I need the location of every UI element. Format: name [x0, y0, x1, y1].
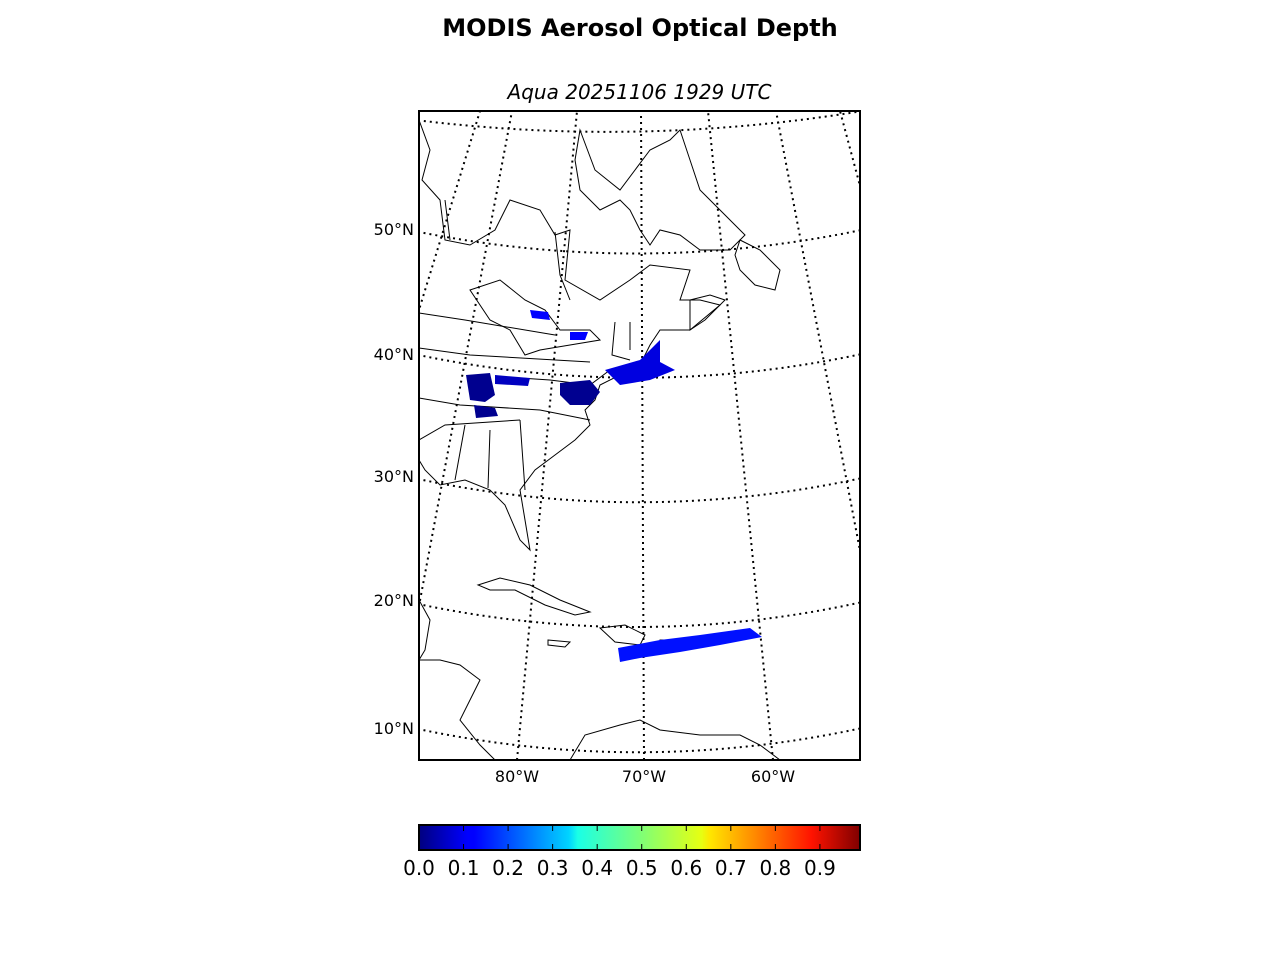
state-borders: [419, 199, 631, 491]
newfoundland: [734, 239, 781, 291]
graticule: [419, 111, 860, 760]
colorbar-tick-label: 0.6: [670, 856, 703, 880]
meridian-80w: [516, 111, 578, 760]
lat-label-50n: 50°N: [373, 220, 414, 239]
labrador-coast: [574, 128, 746, 251]
aod-region-mid-atlantic: [560, 380, 600, 405]
aod-region-new-england-offshore: [605, 340, 675, 385]
coastlines: [419, 119, 781, 760]
meridian-40w: [839, 111, 860, 190]
meridian-50w: [775, 111, 860, 556]
aod-pixels: [466, 310, 762, 662]
aod-region-caribbean: [618, 628, 762, 662]
lon-label-80w: 80°W: [494, 767, 540, 786]
colorbar-tick-label: 0.5: [625, 856, 658, 880]
colorbar-tick-label: 0.1: [447, 856, 480, 880]
colorbar: [418, 824, 861, 851]
south-america-coast: [569, 719, 781, 760]
nova-scotia: [689, 294, 726, 331]
colorbar-tick-label: 0.0: [403, 856, 435, 880]
meridian-70w: [640, 111, 645, 760]
lat-label-40n: 40°N: [373, 345, 414, 364]
north-america-coast: [419, 119, 722, 552]
chart-subtitle: Aqua 20251106 1929 UTC: [507, 80, 772, 104]
aod-region-ohio-valley-south: [474, 405, 498, 418]
aod-region-ohio-streaks: [495, 375, 530, 386]
aod-region-great-lakes: [530, 310, 550, 320]
aod-region-ohio-valley: [466, 373, 495, 402]
parallel-20n: [419, 601, 860, 628]
lon-label-60w: 60°W: [750, 767, 796, 786]
hispaniola: [598, 624, 646, 646]
meridian-60w: [707, 111, 774, 760]
great-lakes: [469, 279, 602, 356]
lat-label-20n: 20°N: [373, 591, 414, 610]
colorbar-tick-label: 0.7: [714, 856, 747, 880]
lat-label-30n: 30°N: [373, 467, 414, 486]
lat-label-10n: 10°N: [373, 719, 414, 738]
lon-label-70w: 70°W: [621, 767, 667, 786]
colorbar-tick-label: 0.3: [536, 856, 569, 880]
colorbar-tick-label: 0.8: [759, 856, 792, 880]
chart-title: MODIS Aerosol Optical Depth: [442, 14, 838, 42]
meridian-100w: [419, 111, 481, 314]
parallel-10n: [419, 727, 860, 754]
parallel-55n: [419, 111, 860, 133]
colorbar-gradient: [418, 824, 861, 851]
meridian-90w: [419, 111, 513, 612]
cuba: [476, 577, 592, 616]
colorbar-tick-label: 0.9: [804, 856, 836, 880]
central-america: [419, 599, 496, 760]
parallel-30n: [419, 477, 860, 504]
parallel-50n: [419, 229, 860, 255]
map-frame: [418, 110, 861, 761]
aod-region-great-lakes-2: [570, 332, 588, 340]
colorbar-tick-label: 0.4: [581, 856, 614, 880]
jamaica: [547, 639, 572, 648]
colorbar-tick-label: 0.2: [492, 856, 524, 880]
